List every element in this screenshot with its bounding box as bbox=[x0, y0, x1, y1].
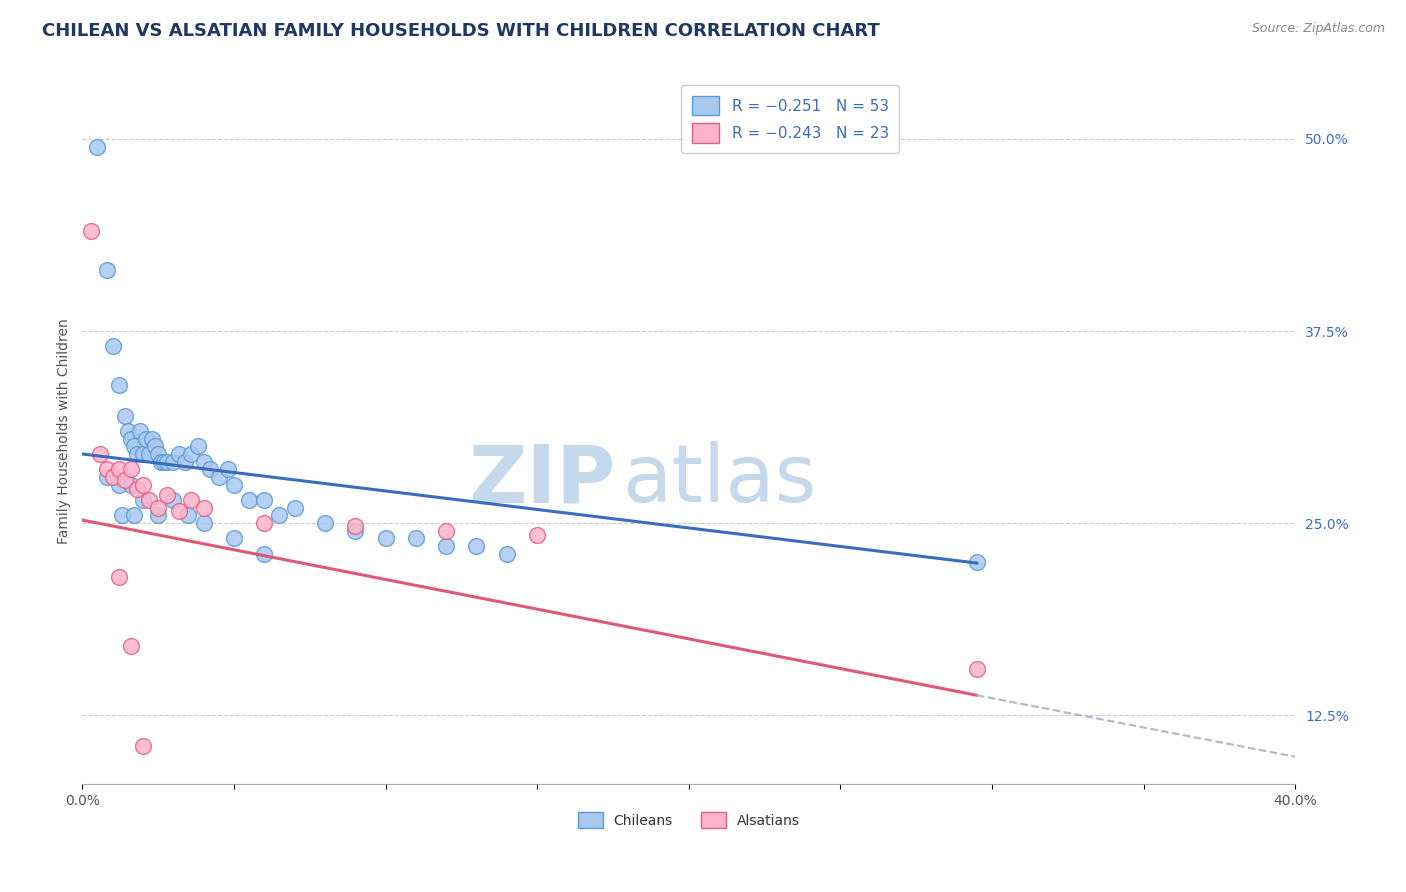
Point bbox=[146, 508, 169, 523]
Point bbox=[107, 570, 129, 584]
Point bbox=[138, 447, 160, 461]
Point bbox=[125, 447, 148, 461]
Point bbox=[283, 500, 305, 515]
Point bbox=[114, 473, 136, 487]
Point bbox=[434, 524, 457, 538]
Point bbox=[169, 447, 191, 461]
Point bbox=[150, 455, 173, 469]
Y-axis label: Family Households with Children: Family Households with Children bbox=[58, 318, 72, 544]
Point bbox=[966, 662, 988, 676]
Point bbox=[146, 447, 169, 461]
Point bbox=[156, 488, 179, 502]
Point bbox=[146, 500, 169, 515]
Point bbox=[966, 555, 988, 569]
Point bbox=[132, 739, 155, 753]
Point bbox=[222, 477, 245, 491]
Point bbox=[86, 139, 108, 153]
Point bbox=[141, 432, 163, 446]
Point bbox=[120, 432, 142, 446]
Point bbox=[174, 455, 197, 469]
Point bbox=[314, 516, 336, 530]
Point bbox=[101, 470, 124, 484]
Point bbox=[269, 508, 291, 523]
Point bbox=[198, 462, 221, 476]
Point bbox=[111, 508, 134, 523]
Point bbox=[193, 455, 215, 469]
Point bbox=[96, 262, 118, 277]
Point bbox=[96, 470, 118, 484]
Point bbox=[253, 516, 276, 530]
Point bbox=[122, 439, 145, 453]
Point bbox=[180, 447, 202, 461]
Point bbox=[122, 508, 145, 523]
Point bbox=[125, 483, 148, 497]
Point bbox=[132, 477, 155, 491]
Point bbox=[238, 493, 260, 508]
Point bbox=[374, 532, 396, 546]
Point bbox=[143, 439, 166, 453]
Point bbox=[193, 500, 215, 515]
Point bbox=[107, 377, 129, 392]
Point bbox=[222, 532, 245, 546]
Point bbox=[96, 462, 118, 476]
Point bbox=[465, 539, 488, 553]
Point bbox=[344, 524, 367, 538]
Point bbox=[186, 439, 208, 453]
Point bbox=[132, 493, 155, 508]
Point bbox=[107, 462, 129, 476]
Point bbox=[495, 547, 517, 561]
Point bbox=[180, 493, 202, 508]
Point bbox=[526, 528, 548, 542]
Point bbox=[120, 477, 142, 491]
Point bbox=[405, 532, 427, 546]
Point bbox=[344, 519, 367, 533]
Point bbox=[117, 424, 139, 438]
Point bbox=[162, 455, 184, 469]
Point bbox=[138, 493, 160, 508]
Point bbox=[208, 470, 231, 484]
Text: CHILEAN VS ALSATIAN FAMILY HOUSEHOLDS WITH CHILDREN CORRELATION CHART: CHILEAN VS ALSATIAN FAMILY HOUSEHOLDS WI… bbox=[42, 22, 880, 40]
Point bbox=[193, 516, 215, 530]
Text: atlas: atlas bbox=[621, 442, 817, 519]
Point bbox=[107, 477, 129, 491]
Point bbox=[162, 493, 184, 508]
Point bbox=[135, 432, 157, 446]
Text: ZIP: ZIP bbox=[468, 442, 616, 519]
Point bbox=[120, 639, 142, 653]
Point bbox=[253, 493, 276, 508]
Point bbox=[101, 339, 124, 353]
Point bbox=[169, 504, 191, 518]
Point bbox=[217, 462, 239, 476]
Point bbox=[153, 455, 176, 469]
Point bbox=[129, 424, 152, 438]
Text: Source: ZipAtlas.com: Source: ZipAtlas.com bbox=[1251, 22, 1385, 36]
Point bbox=[253, 547, 276, 561]
Point bbox=[120, 462, 142, 476]
Legend: Chileans, Alsatians: Chileans, Alsatians bbox=[572, 807, 806, 834]
Point bbox=[80, 224, 103, 238]
Point bbox=[156, 455, 179, 469]
Point bbox=[114, 409, 136, 423]
Point bbox=[434, 539, 457, 553]
Point bbox=[89, 447, 111, 461]
Point bbox=[177, 508, 200, 523]
Point bbox=[132, 447, 155, 461]
